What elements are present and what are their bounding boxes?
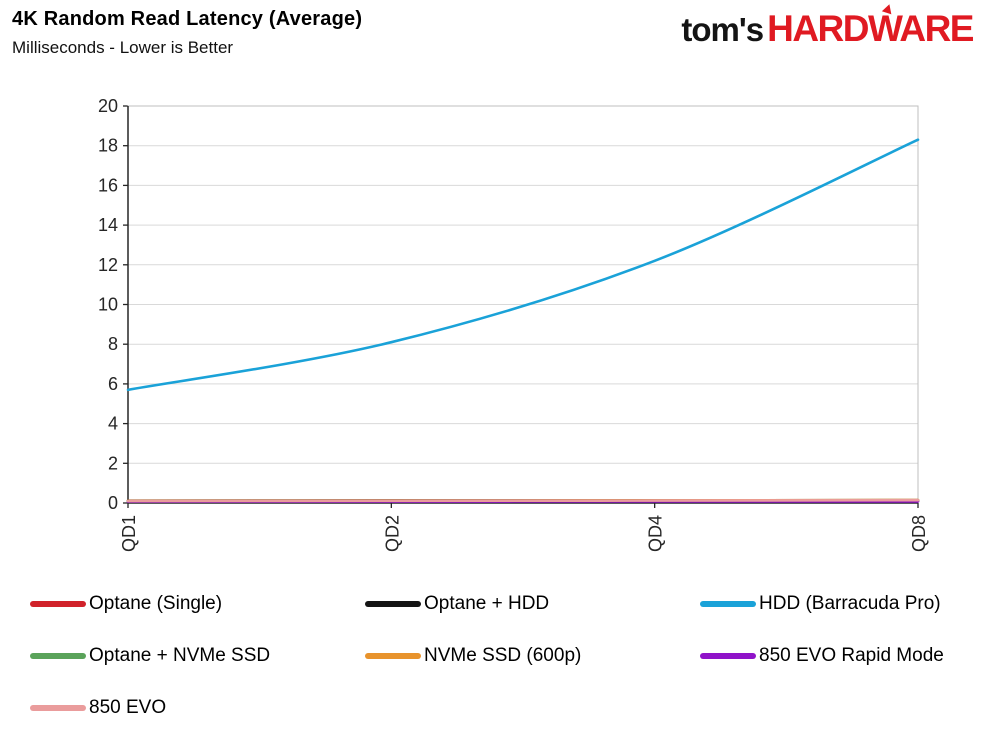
x-axis-label: QD1 <box>119 515 139 552</box>
legend-item: Optane + NVMe SSD <box>30 644 365 668</box>
legend-item: 850 EVO Rapid Mode <box>700 644 989 668</box>
series-line-850-evo <box>126 498 920 503</box>
y-axis-label: 12 <box>98 255 118 275</box>
legend-label: Optane (Single) <box>89 593 223 614</box>
legend-label: Optane + NVMe SSD <box>89 645 271 666</box>
legend-label: 850 EVO Rapid Mode <box>759 645 944 666</box>
y-axis-label: 8 <box>108 334 118 354</box>
y-axis-label: 0 <box>108 493 118 513</box>
y-axis-label: 4 <box>108 414 118 434</box>
chart-title: 4K Random Read Latency (Average) <box>12 8 363 30</box>
legend-swatch <box>700 653 756 659</box>
y-axis-label: 20 <box>98 96 118 116</box>
chart-subtitle: Milliseconds - Lower is Better <box>12 38 234 57</box>
series-line-hdd-barracuda-pro <box>126 138 920 392</box>
y-axis-label: 14 <box>98 215 118 235</box>
x-axis-label: QD4 <box>646 515 666 552</box>
y-axis-label: 18 <box>98 136 118 156</box>
legend-item: Optane (Single) <box>30 592 365 616</box>
y-axis-label: 10 <box>98 295 118 315</box>
x-axis-label: QD2 <box>382 515 402 552</box>
y-axis-label: 16 <box>98 175 118 195</box>
legend-swatch <box>700 601 756 607</box>
latency-line-chart: 0 2 4 6 8 10 12 14 16 18 20 QD1 QD2 QD4 QD8 <box>98 96 929 552</box>
legend-item: NVMe SSD (600p) <box>365 644 700 668</box>
legend-label: 850 EVO <box>89 697 167 718</box>
legend-label: HDD (Barracuda Pro) <box>759 593 941 614</box>
legend-label: NVMe SSD (600p) <box>424 645 582 666</box>
legend-swatch <box>30 601 86 607</box>
legend-swatch <box>30 653 86 659</box>
legend-swatch <box>365 653 421 659</box>
legend-swatch <box>30 705 86 711</box>
toms-hardware-logo: tom's HARDWARE <box>681 2 974 50</box>
legend-item: HDD (Barracuda Pro) <box>700 592 989 616</box>
x-axis-label: QD8 <box>909 515 929 552</box>
y-axis-label: 6 <box>108 374 118 394</box>
logo-hardware-text: HARDWARE <box>767 8 974 49</box>
logo-toms-text: tom's <box>681 11 764 48</box>
legend-item: 850 EVO <box>30 696 365 720</box>
chart-header: 4K Random Read Latency (Average) Millise… <box>12 8 362 58</box>
y-axis-label: 2 <box>108 453 118 473</box>
legend-label: Optane + HDD <box>424 593 550 614</box>
legend-item: Optane + HDD <box>365 592 700 616</box>
legend-swatch <box>365 601 421 607</box>
chart-legend: Optane (Single) Optane + HDD HDD (Barracud… <box>30 592 980 720</box>
